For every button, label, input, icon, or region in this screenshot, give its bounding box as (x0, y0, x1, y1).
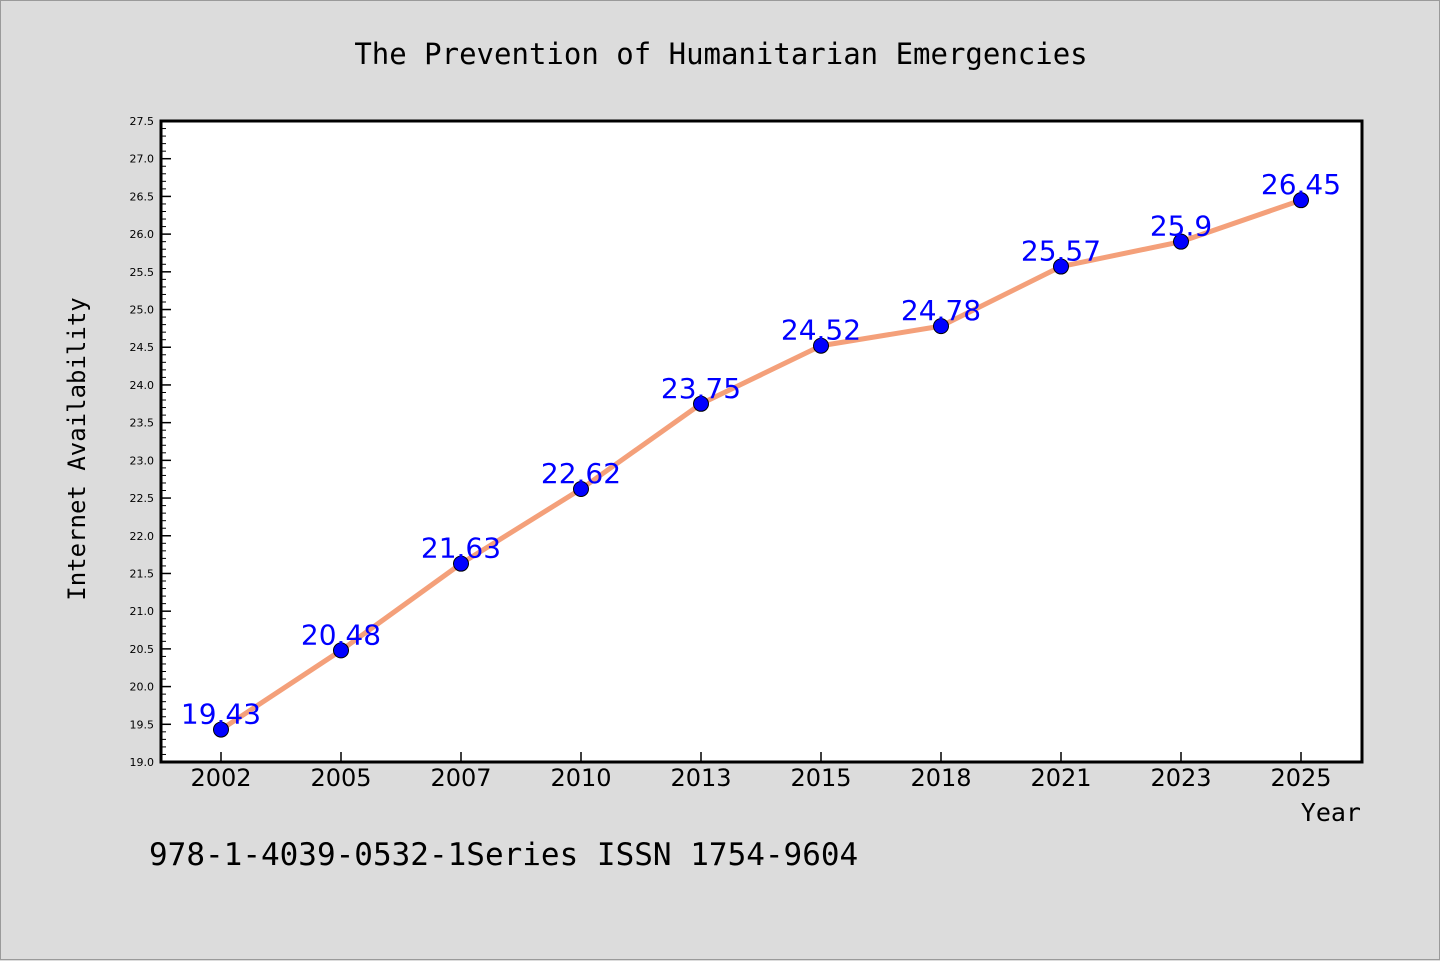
data-point (813, 337, 829, 354)
y-tick-label: 20.0 (130, 681, 155, 694)
y-axis-label: Internet Availability (63, 297, 91, 600)
x-tick-label: 2023 (1150, 764, 1211, 792)
y-tick-label: 24.0 (130, 379, 155, 392)
series-line (218, 197, 1304, 733)
y-tick-label: 19.0 (130, 756, 155, 769)
y-tick-label: 22.5 (130, 492, 155, 505)
x-tick-label: 2025 (1270, 764, 1331, 792)
y-tick-label: 27.0 (130, 153, 155, 166)
data-label: 24.78 (901, 294, 981, 327)
x-axis-label: Year (1301, 798, 1361, 827)
y-tick-label: 20.5 (130, 643, 155, 656)
data-point (933, 318, 949, 335)
y-tick-label: 25.0 (130, 304, 155, 317)
y-tick-label: 24.5 (130, 341, 155, 354)
data-label: 25.57 (1021, 235, 1101, 268)
x-tick-label: 2005 (310, 764, 371, 792)
data-label: 21.63 (421, 532, 501, 565)
data-label: 26.45 (1261, 168, 1341, 201)
data-point (1173, 233, 1189, 250)
x-tick-label: 2007 (430, 764, 491, 792)
series-group: 19.43 20.48 21.63 22.62 23.75 24.52 24.78 25.57… (181, 168, 1341, 738)
data-label: 23.75 (661, 372, 741, 405)
x-axis: 2002 2005 2007 2010 2013 2015 2018 2021 2023 2025 (190, 752, 1332, 792)
data-point (1053, 258, 1069, 275)
data-point (573, 481, 589, 498)
data-label: 24.52 (781, 314, 861, 347)
data-point (213, 721, 229, 738)
data-point (453, 555, 469, 572)
data-point (1293, 192, 1309, 209)
y-tick-label: 19.5 (130, 718, 155, 731)
data-label: 22.62 (541, 457, 621, 490)
y-tick-label: 21.5 (130, 567, 155, 580)
data-label: 19.43 (181, 698, 261, 731)
x-tick-label: 2018 (910, 764, 971, 792)
y-tick-label: 25.5 (130, 266, 155, 279)
x-tick-label: 2021 (1030, 764, 1091, 792)
y-tick-label: 26.5 (130, 190, 155, 203)
y-axis: 19.0 19.5 20.0 20.5 21.0 21.5 22.0 22.5 23.0 23.5… (130, 115, 171, 769)
data-point (693, 395, 709, 412)
chart-title: The Prevention of Humanitarian Emergenci… (354, 37, 1087, 71)
plot-area (159, 119, 1364, 764)
data-label: 25.9 (1150, 210, 1212, 243)
y-tick-label: 23.5 (130, 417, 155, 430)
y-tick-label: 22.0 (130, 530, 155, 543)
y-tick-label: 27.5 (130, 115, 155, 128)
x-tick-label: 2002 (190, 764, 251, 792)
data-label: 20.48 (301, 618, 381, 651)
x-tick-label: 2013 (670, 764, 731, 792)
y-tick-label: 21.0 (130, 605, 155, 618)
x-tick-label: 2010 (550, 764, 611, 792)
y-tick-label: 26.0 (130, 228, 155, 241)
x-tick-label: 2015 (790, 764, 851, 792)
y-tick-label: 23.0 (130, 454, 155, 467)
data-point (333, 642, 349, 659)
footer-text: 978-1-4039-0532-1Series ISSN 1754-9604 (149, 837, 858, 873)
